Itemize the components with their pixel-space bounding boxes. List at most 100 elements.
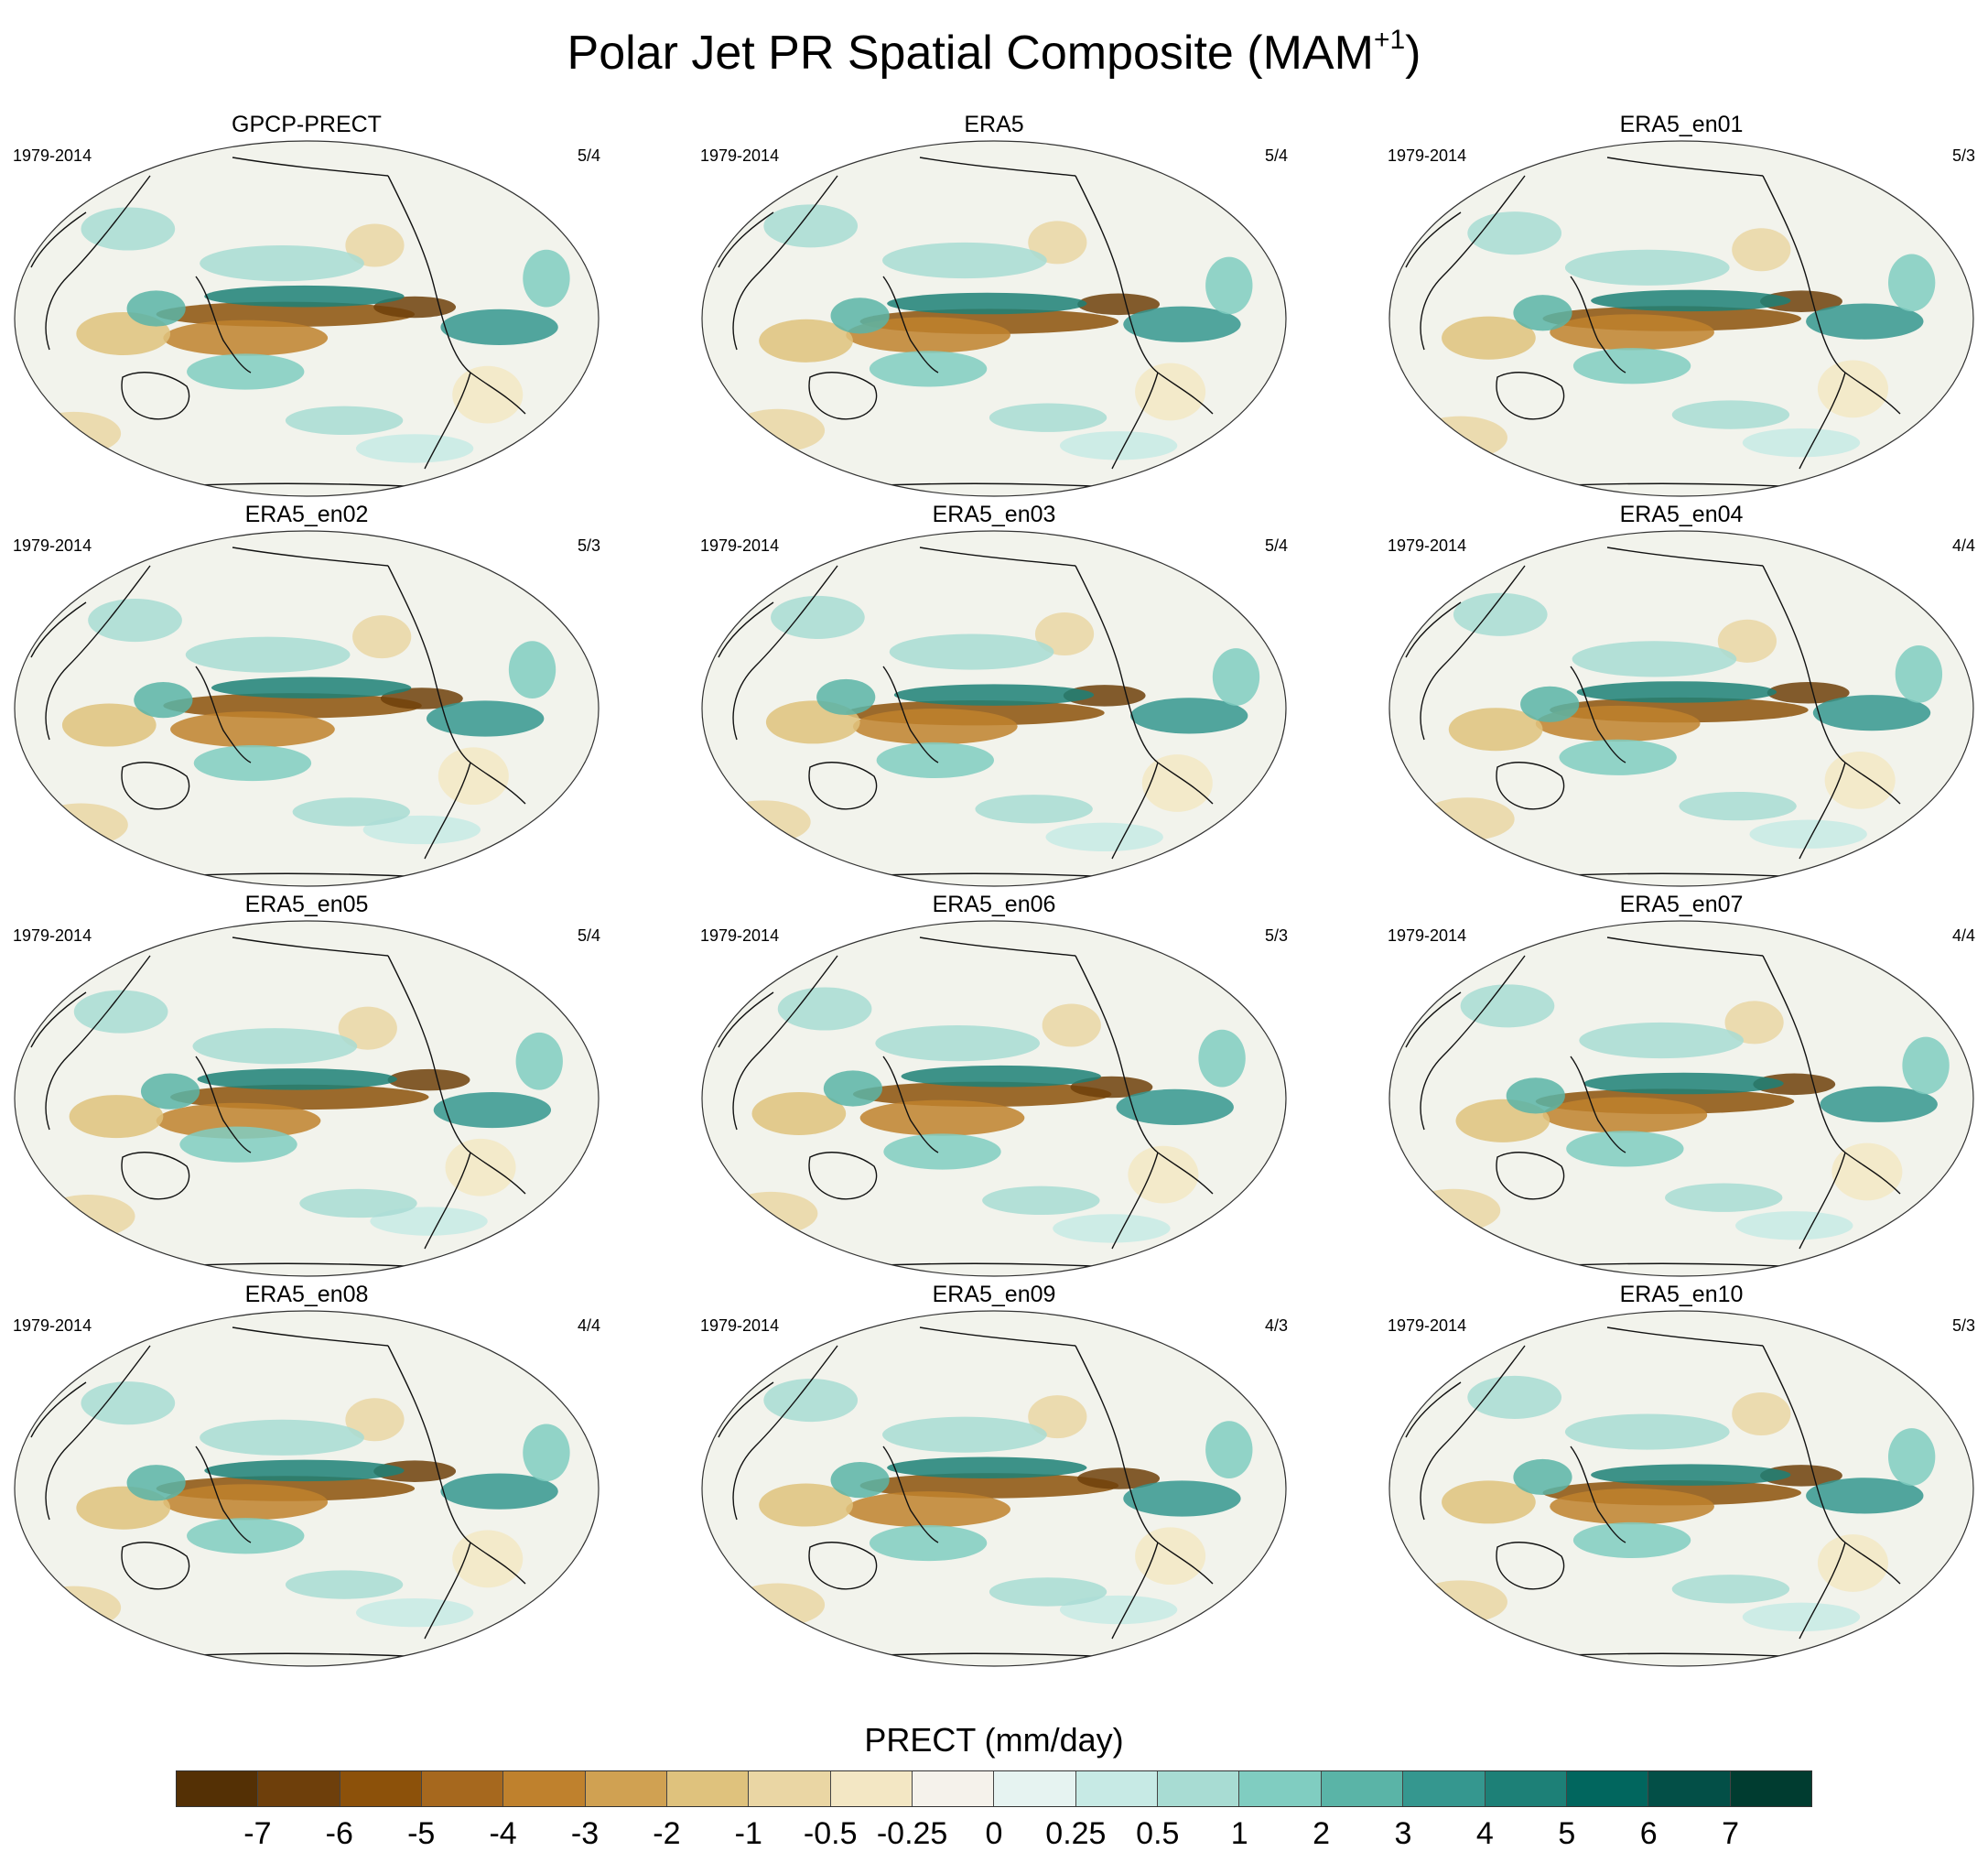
coastline <box>195 666 252 763</box>
panel-count: 4/4 <box>1951 926 1975 945</box>
precip-anomaly-region <box>1453 592 1548 636</box>
coastline <box>919 936 1076 957</box>
map-panel <box>1388 1310 1974 1667</box>
precip-anomaly-region <box>889 633 1054 670</box>
precip-anomaly-region <box>1413 416 1507 460</box>
coastline <box>718 211 774 268</box>
precip-anomaly-region <box>1576 681 1777 703</box>
precip-anomaly-region <box>1053 1214 1171 1243</box>
panel-period: 1979-2014 <box>13 926 92 945</box>
panel-count: 4/3 <box>1264 1316 1288 1335</box>
precip-anomaly-region <box>140 1073 200 1110</box>
coastline <box>195 1445 252 1543</box>
precip-anomaly-region <box>126 1465 186 1501</box>
precip-anomaly-region <box>875 1025 1041 1062</box>
coastline <box>121 1152 190 1200</box>
coastline <box>232 157 389 177</box>
precip-anomaly-region <box>345 223 405 267</box>
precip-anomaly-region <box>1028 1395 1087 1439</box>
precip-anomaly-region <box>1442 1480 1536 1524</box>
precip-anomaly-region <box>163 319 329 356</box>
precip-anomaly-region <box>846 317 1010 353</box>
precip-anomaly-region <box>830 298 890 334</box>
panel-count: 4/4 <box>1951 536 1975 555</box>
precip-anomaly-region <box>426 700 545 737</box>
coastline <box>1762 1345 1846 1543</box>
precip-anomaly-region <box>299 1188 417 1218</box>
precip-anomaly-region <box>1817 360 1888 418</box>
figure-title: Polar Jet PR Spatial Composite (MAM+1) <box>0 26 1988 81</box>
precip-anomaly-region <box>204 1459 405 1482</box>
precip-anomaly-region <box>1042 1003 1101 1047</box>
precip-anomaly-region <box>1550 1489 1714 1525</box>
precip-anomaly-region <box>452 365 524 424</box>
coastline <box>1606 157 1764 177</box>
coastline <box>919 157 1076 177</box>
coastline <box>1762 955 1846 1153</box>
coastline <box>732 175 838 351</box>
precip-anomaly-region <box>438 747 509 806</box>
precip-anomaly-region <box>1671 400 1790 429</box>
precip-anomaly-region <box>869 351 988 387</box>
map-outline <box>1388 920 1974 1277</box>
precip-anomaly-region <box>1116 1088 1234 1126</box>
map-outline <box>14 530 600 887</box>
colorbar-tick-label: 0 <box>985 1816 1003 1851</box>
map-panel <box>1388 530 1974 887</box>
map-panel <box>1388 920 1974 1277</box>
colorbar-tick-label: 5 <box>1558 1816 1576 1851</box>
precip-anomaly-region <box>859 1099 1025 1136</box>
coastline <box>232 936 389 957</box>
precip-anomaly-region <box>1045 822 1163 852</box>
colorbar-swatch <box>1648 1771 1731 1806</box>
precip-anomaly-region <box>1895 645 1943 703</box>
colorbar-tick-label: 0.5 <box>1136 1816 1180 1851</box>
precip-anomaly-region <box>771 595 865 639</box>
coastline <box>1799 372 1846 470</box>
map-panel <box>14 920 600 1277</box>
panel-title: ERA5 <box>964 112 1024 137</box>
precip-anomaly-region <box>1123 306 1241 342</box>
precip-anomaly-region <box>373 296 457 319</box>
precip-anomaly-region <box>345 1398 405 1442</box>
map-outline <box>14 920 600 1277</box>
precip-anomaly-region <box>887 1456 1087 1479</box>
precip-anomaly-region <box>1724 1001 1784 1045</box>
precip-anomaly-region <box>1550 314 1714 351</box>
coastline <box>470 1152 526 1195</box>
panel-title: ERA5_en01 <box>1619 112 1744 137</box>
coastline <box>30 1381 87 1438</box>
coastline <box>1799 762 1846 860</box>
precip-anomaly-region <box>187 353 305 390</box>
map-outline <box>701 140 1287 497</box>
colorbar-swatch <box>667 1771 750 1806</box>
precip-anomaly-region <box>1513 295 1572 331</box>
coastline <box>195 276 252 374</box>
coastline <box>919 1326 1076 1347</box>
precip-anomaly-region <box>1806 303 1924 340</box>
coastline <box>1606 547 1764 567</box>
precip-anomaly-region <box>1128 1145 1199 1204</box>
coastline <box>1570 276 1626 374</box>
colorbar-swatch <box>830 1771 913 1806</box>
precip-anomaly-region <box>1542 1097 1708 1133</box>
coastline <box>1075 565 1159 763</box>
coastline <box>1405 1381 1462 1438</box>
coastline <box>232 1326 389 1347</box>
precip-anomaly-region <box>1742 428 1861 458</box>
coastline <box>1799 1542 1846 1640</box>
precip-anomaly-region <box>1717 619 1777 663</box>
precip-anomaly-region <box>852 709 1018 745</box>
precip-anomaly-region <box>887 292 1087 315</box>
precip-anomaly-region <box>869 1524 988 1562</box>
map-field <box>1389 1311 1973 1666</box>
colorbar-swatch <box>1158 1771 1240 1806</box>
coastline <box>732 565 838 741</box>
colorbar-swatch <box>340 1771 423 1806</box>
precip-anomaly-region <box>763 204 859 248</box>
coastline <box>1420 565 1526 741</box>
map-field <box>702 1311 1286 1666</box>
map-field <box>15 141 599 496</box>
precip-anomaly-region <box>1572 348 1691 384</box>
map-outline <box>14 140 600 497</box>
